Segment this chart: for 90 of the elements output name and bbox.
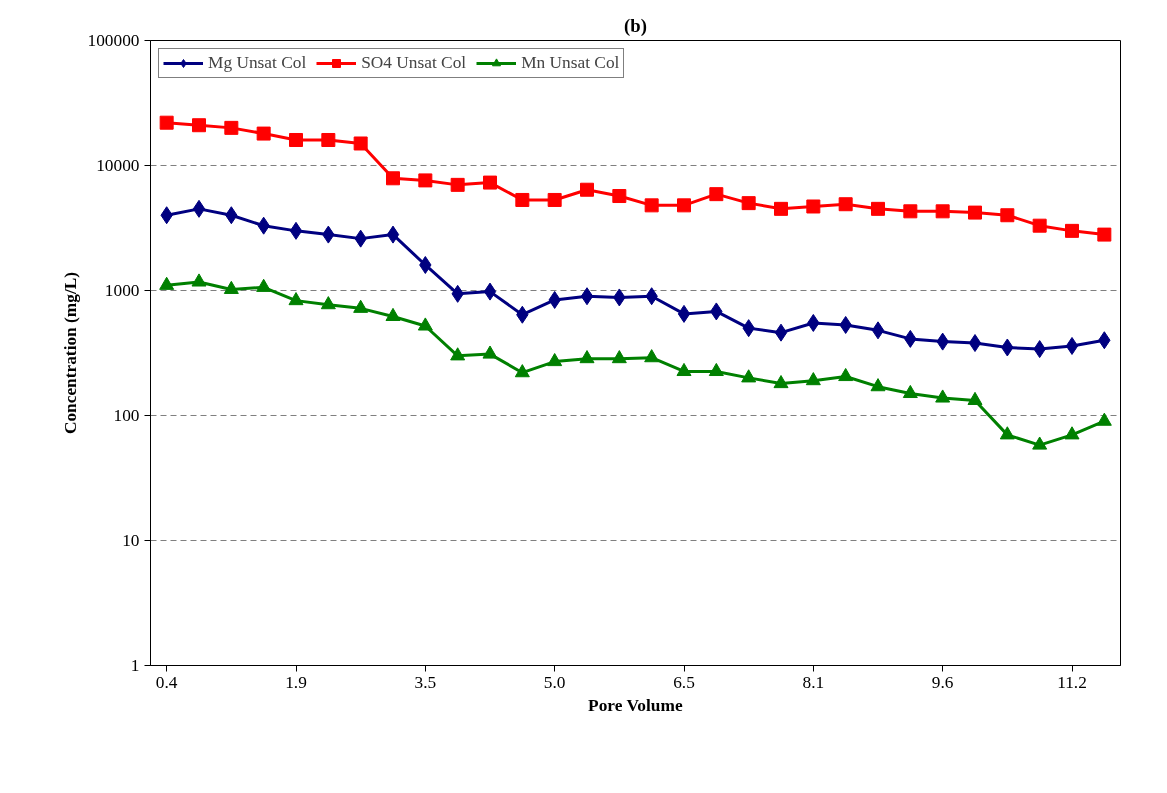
point xyxy=(1097,227,1112,242)
point xyxy=(417,317,433,331)
point xyxy=(1065,223,1079,238)
point xyxy=(741,369,757,383)
point xyxy=(547,192,562,207)
point xyxy=(805,372,821,386)
x-tick-label: 8.1 xyxy=(802,672,825,692)
point xyxy=(708,362,724,377)
point xyxy=(611,350,627,364)
y-axis-title: Concentration (mg/L) xyxy=(60,271,80,435)
point xyxy=(1064,426,1080,440)
point xyxy=(612,189,627,204)
point xyxy=(353,299,369,313)
legend-label: Mn Unsat Col xyxy=(521,53,620,73)
point xyxy=(999,426,1015,440)
point xyxy=(192,199,206,218)
point xyxy=(774,201,788,216)
point xyxy=(515,192,530,207)
y-tick-label: 10 xyxy=(122,531,140,550)
point xyxy=(514,364,530,378)
x-tick-label: 6.5 xyxy=(673,672,695,692)
point xyxy=(483,282,497,301)
x-tick-label: 1.9 xyxy=(285,672,307,692)
point xyxy=(256,278,272,292)
point xyxy=(580,287,594,306)
point xyxy=(903,204,918,219)
y-tick-label: 1000 xyxy=(104,281,140,300)
point xyxy=(1032,436,1048,450)
point xyxy=(320,296,336,310)
point xyxy=(418,173,433,188)
point xyxy=(871,201,885,216)
point xyxy=(159,276,175,290)
point xyxy=(644,349,660,363)
x-tick-label: 11.2 xyxy=(1057,672,1087,692)
point xyxy=(677,198,691,213)
point xyxy=(159,115,174,130)
point xyxy=(968,334,982,353)
point xyxy=(386,171,400,186)
point xyxy=(677,304,691,323)
y-tick-label: 10000 xyxy=(96,156,140,175)
x-tick-label: 3.5 xyxy=(414,672,437,692)
point xyxy=(288,292,304,306)
point xyxy=(191,273,207,287)
point xyxy=(1000,208,1015,223)
point xyxy=(1032,218,1047,233)
point xyxy=(1065,336,1079,355)
point xyxy=(321,132,336,147)
point xyxy=(935,204,950,219)
legend-label: SO4 Unsat Col xyxy=(361,53,467,73)
point xyxy=(935,389,951,403)
point xyxy=(871,321,885,340)
point xyxy=(967,391,983,405)
x-axis-title: Pore Volume xyxy=(588,695,683,715)
point xyxy=(386,225,400,244)
point xyxy=(774,323,788,342)
point xyxy=(870,378,886,392)
point xyxy=(644,198,659,213)
y-tick-label: 100000 xyxy=(87,31,140,50)
point xyxy=(483,175,497,190)
point xyxy=(482,345,498,359)
point xyxy=(223,280,239,294)
point xyxy=(450,177,465,192)
point xyxy=(353,136,368,151)
point xyxy=(450,347,466,361)
y-tick-label: 100 xyxy=(113,406,140,425)
point xyxy=(709,187,724,202)
point xyxy=(385,307,401,321)
point xyxy=(806,199,821,214)
point xyxy=(289,132,303,147)
point xyxy=(580,182,594,197)
y-tick-label: 1 xyxy=(130,656,140,675)
point xyxy=(547,353,563,367)
point xyxy=(256,126,271,141)
point xyxy=(902,384,918,399)
point xyxy=(1096,412,1112,426)
x-tick-label: 5.0 xyxy=(543,672,566,692)
legend-label: Mg Unsat Col xyxy=(208,53,307,73)
x-tick-label: 0.4 xyxy=(155,672,178,692)
point xyxy=(192,118,206,133)
point xyxy=(838,197,853,212)
x-tick-label: 9.6 xyxy=(931,672,954,692)
point xyxy=(289,221,303,240)
point xyxy=(741,196,756,211)
point xyxy=(224,120,239,135)
point xyxy=(773,375,789,389)
point xyxy=(676,362,692,377)
point xyxy=(838,367,854,382)
chart-title: (b) xyxy=(624,14,647,37)
point xyxy=(579,350,595,364)
point xyxy=(968,205,982,220)
